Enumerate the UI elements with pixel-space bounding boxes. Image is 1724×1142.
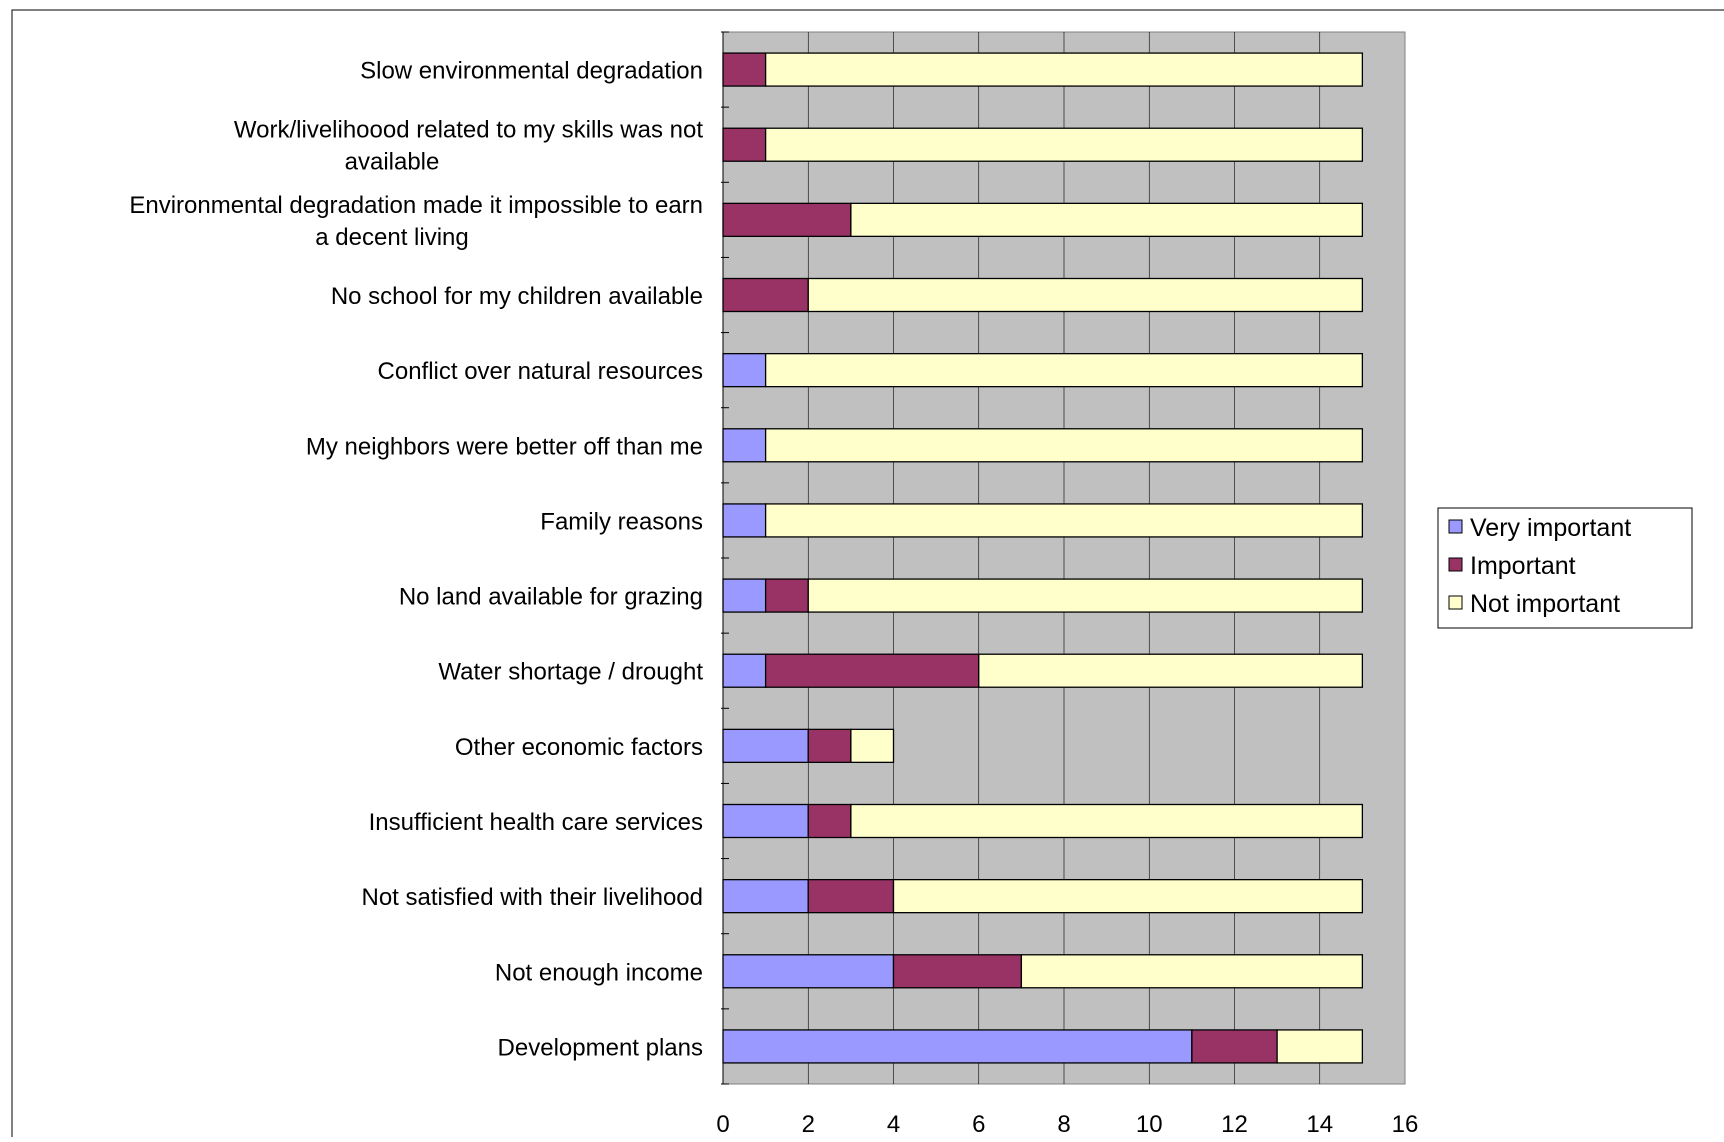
category-label: Development plans <box>498 1034 703 1061</box>
bar-segment <box>807 728 852 764</box>
x-tick-label: 0 <box>716 1111 729 1137</box>
legend-label: Important <box>1470 552 1576 580</box>
category-label: Not enough income <box>495 959 703 986</box>
category-label: a decent living <box>315 224 468 251</box>
category-label: available <box>345 149 440 176</box>
bar-segment <box>722 803 809 839</box>
x-tick-label: 8 <box>1057 1111 1070 1137</box>
legend-label: Not important <box>1470 590 1620 618</box>
x-tick-labels: 0 2 4 6 8 10 12 14 16 <box>716 1111 1419 1138</box>
bar-segment <box>722 653 767 688</box>
bar-segment <box>722 127 767 162</box>
x-tick-label: 6 <box>972 1111 985 1137</box>
bars <box>722 52 1364 1064</box>
bar-segment <box>722 52 767 87</box>
legend-swatch <box>1448 595 1463 610</box>
category-label: Work/livelihoood related to my skills wa… <box>234 117 703 144</box>
category-labels: Slow environmental degradation Work/livel… <box>129 58 703 1062</box>
bar-segment <box>722 352 767 388</box>
bar-segment <box>722 277 809 313</box>
bar-segment <box>722 728 809 764</box>
bar-segment <box>807 277 1364 313</box>
category-label: Family reasons <box>540 508 703 535</box>
category-label: My neighbors were better off than me <box>306 433 703 460</box>
bar-segment <box>850 202 1364 238</box>
bar-segment <box>1191 1029 1278 1064</box>
bar-segment <box>764 428 1364 463</box>
bar-segment <box>892 954 1023 989</box>
category-label: No land available for grazing <box>399 584 703 611</box>
bar-segment <box>850 803 1364 839</box>
bar-segment <box>764 503 1364 538</box>
x-tick-label: 4 <box>887 1111 900 1137</box>
bar-segment <box>978 653 1364 688</box>
bar-segment <box>764 127 1364 162</box>
category-label: No school for my children available <box>331 283 703 310</box>
bar-segment <box>722 578 767 613</box>
bar-segment <box>807 878 895 914</box>
bar-segment <box>722 202 852 238</box>
legend-swatch <box>1448 519 1463 534</box>
category-label: Slow environmental degradation <box>360 58 703 85</box>
category-label: Environmental degradation made it imposs… <box>129 192 703 219</box>
bar-segment <box>764 578 809 613</box>
category-label: Other economic factors <box>455 734 703 761</box>
category-label: Conflict over natural resources <box>378 358 703 385</box>
bar-segment <box>722 1029 1193 1064</box>
bar-segment <box>722 878 809 914</box>
bar-segment <box>1276 1029 1364 1064</box>
x-tick-label: 12 <box>1221 1111 1248 1137</box>
category-label: Insufficient health care services <box>369 809 703 836</box>
bar-segment <box>764 52 1364 87</box>
bar-segment <box>807 803 852 839</box>
legend-label: Very important <box>1470 514 1631 542</box>
bar-segment <box>722 503 767 538</box>
bar-segment <box>764 352 1364 388</box>
legend-swatch <box>1448 557 1463 572</box>
bar-segment <box>764 653 980 688</box>
x-tick-label: 10 <box>1136 1111 1163 1137</box>
category-label: Water shortage / drought <box>438 659 703 686</box>
bar-segment <box>850 728 895 764</box>
x-tick-label: 16 <box>1392 1111 1419 1137</box>
x-tick-label: 2 <box>802 1111 815 1137</box>
bar-segment <box>807 578 1364 613</box>
bar-segment <box>1020 954 1364 989</box>
category-label: Not satisfied with their livelihood <box>362 884 704 911</box>
bar-segment <box>722 954 895 989</box>
legend-box <box>1437 507 1693 629</box>
legend: Very important Important Not important <box>1437 507 1693 629</box>
x-tick-label: 14 <box>1306 1111 1333 1137</box>
bar-segment <box>892 878 1364 914</box>
bar-segment <box>722 428 767 463</box>
